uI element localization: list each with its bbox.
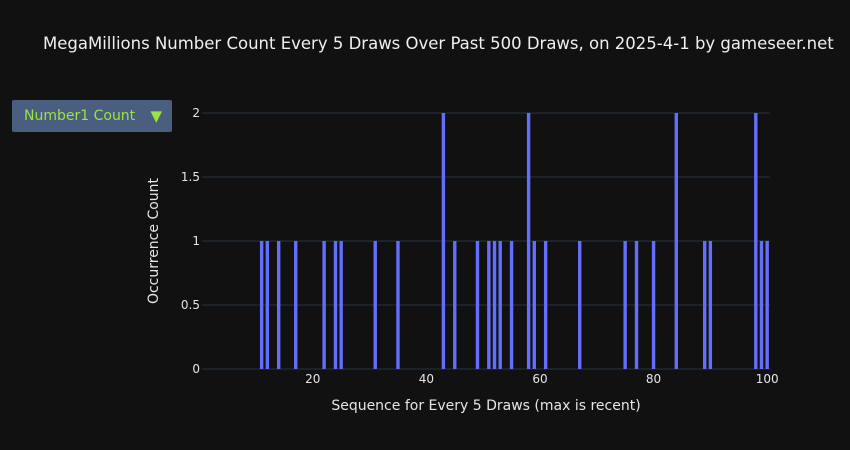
x-tick-label: 40 — [419, 372, 434, 386]
series-dropdown[interactable]: Number1 Count ▼ — [12, 100, 172, 132]
y-axis-title: Occurrence Count — [146, 177, 162, 304]
bar[interactable] — [708, 241, 713, 369]
bar[interactable] — [759, 241, 764, 369]
bar[interactable] — [396, 241, 400, 369]
bar[interactable] — [498, 241, 502, 369]
bar[interactable] — [259, 241, 264, 369]
x-tick-label: 80 — [646, 372, 661, 386]
bar[interactable] — [526, 113, 531, 369]
x-tick-label: 60 — [532, 372, 547, 386]
bar[interactable] — [441, 113, 446, 369]
bar[interactable] — [487, 241, 491, 369]
bar[interactable] — [492, 241, 497, 369]
bar[interactable] — [333, 241, 338, 369]
bar[interactable] — [532, 241, 536, 369]
bar[interactable] — [702, 241, 707, 369]
bar[interactable] — [339, 241, 343, 369]
x-tick-label: 100 — [756, 372, 779, 386]
y-tick-label: 1 — [192, 234, 200, 248]
bar[interactable] — [276, 241, 281, 369]
y-tick-label: 0 — [192, 362, 200, 376]
y-tick-label: 2 — [192, 106, 200, 120]
bars — [259, 113, 769, 369]
x-tick-labels: 20 40 60 80 100 — [305, 372, 778, 386]
bar[interactable] — [509, 241, 514, 369]
bar[interactable] — [623, 241, 627, 369]
bar[interactable] — [265, 241, 270, 369]
bar[interactable] — [373, 241, 377, 369]
bar[interactable] — [754, 113, 758, 369]
bar[interactable] — [322, 241, 326, 369]
bar[interactable] — [294, 241, 298, 369]
bar[interactable] — [578, 241, 582, 369]
bar[interactable] — [674, 113, 678, 369]
bar[interactable] — [543, 241, 548, 369]
y-tick-labels: 0 0.5 1 1.5 2 — [181, 106, 200, 376]
chevron-down-icon: ▼ — [150, 107, 162, 125]
y-tick-label: 1.5 — [181, 170, 200, 184]
dropdown-selected-label: Number1 Count — [24, 108, 136, 124]
bar[interactable] — [475, 241, 480, 369]
x-tick-label: 20 — [305, 372, 320, 386]
chart-title: MegaMillions Number Count Every 5 Draws … — [43, 34, 834, 53]
bar[interactable] — [651, 241, 656, 369]
bar[interactable] — [634, 241, 639, 369]
grid-lines — [202, 112, 770, 370]
x-axis-title: Sequence for Every 5 Draws (max is recen… — [331, 398, 640, 414]
bar[interactable] — [765, 241, 769, 369]
y-tick-label: 0.5 — [181, 298, 200, 312]
bar[interactable] — [453, 241, 457, 369]
